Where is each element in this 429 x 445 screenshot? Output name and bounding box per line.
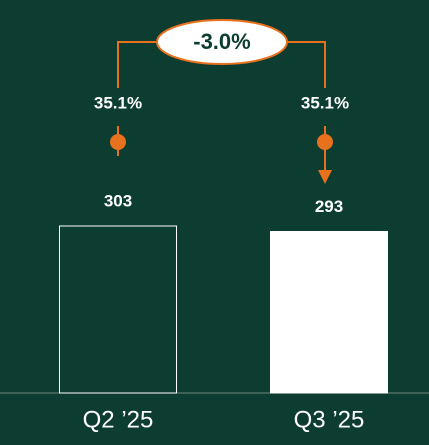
change-label: -3.0% [193, 29, 250, 54]
x-tick-label: Q2 ’25 [83, 406, 154, 433]
marker-arrow [318, 170, 332, 184]
margin-label: 35.1% [301, 93, 349, 112]
margin-label: 35.1% [94, 93, 142, 112]
marker-dot [110, 134, 126, 150]
data-label: 303 [104, 191, 132, 210]
x-tick-label: Q3 ’25 [294, 406, 365, 433]
marker-dot [317, 134, 333, 150]
change-bubble [156, 19, 288, 65]
bar [59, 225, 177, 394]
data-label: 293 [315, 197, 343, 216]
bar [270, 231, 388, 394]
connector [117, 41, 326, 88]
